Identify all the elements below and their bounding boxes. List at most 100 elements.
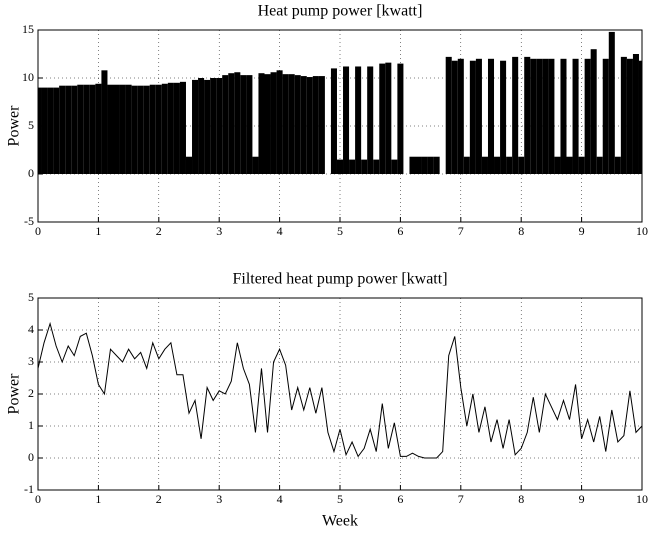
x-tick-label: 2 <box>156 492 162 506</box>
power-bar <box>312 76 319 174</box>
x-tick-label: 1 <box>95 224 101 238</box>
power-bar <box>71 85 78 174</box>
power-bar <box>234 72 241 174</box>
power-bar <box>367 66 374 174</box>
y-tick-label: 5 <box>28 290 34 304</box>
power-bar <box>572 58 579 174</box>
filtered-line <box>37 321 643 459</box>
x-tick-label: 1 <box>95 492 101 506</box>
power-bar <box>204 79 211 174</box>
power-bar <box>288 74 295 174</box>
power-bar <box>155 84 162 174</box>
power-bar <box>457 58 464 174</box>
power-bar <box>500 60 507 174</box>
chart-title: Heat pump power [kwatt] <box>258 3 423 20</box>
power-bar <box>451 60 458 174</box>
power-bar <box>349 159 356 174</box>
x-tick-label: 7 <box>458 224 464 238</box>
power-bar <box>246 75 253 174</box>
power-bar <box>258 73 265 174</box>
power-bar <box>481 156 488 174</box>
power-bar <box>542 58 549 174</box>
power-bar <box>300 76 307 174</box>
power-bar <box>179 81 186 174</box>
power-bar <box>391 159 398 174</box>
power-bar <box>167 82 174 174</box>
power-bar <box>554 156 561 174</box>
y-tick-label: 2 <box>28 386 34 400</box>
x-tick-label: 0 <box>35 224 41 238</box>
power-bar <box>560 58 567 174</box>
power-bar <box>83 84 90 174</box>
power-bar <box>494 156 501 174</box>
power-bar <box>632 54 639 174</box>
power-bar <box>89 84 96 174</box>
power-bar <box>590 49 597 175</box>
power-bar <box>143 85 150 174</box>
power-bar <box>584 58 591 174</box>
power-bar <box>113 84 120 174</box>
power-bar <box>210 78 217 174</box>
x-axis-label: Week <box>322 513 358 530</box>
power-bar <box>596 156 603 174</box>
power-bar <box>119 84 126 174</box>
x-tick-label: 7 <box>458 492 464 506</box>
power-bar <box>185 156 193 174</box>
y-tick-label: -5 <box>24 214 34 228</box>
x-tick-label: 9 <box>579 224 585 238</box>
x-tick-label: 3 <box>216 224 222 238</box>
power-bar <box>427 156 434 174</box>
power-bar <box>614 156 621 174</box>
x-tick-label: 10 <box>636 492 648 506</box>
power-bar <box>638 60 642 174</box>
power-bar <box>198 78 205 174</box>
power-bar <box>222 75 229 174</box>
power-bar <box>306 77 313 174</box>
power-bar <box>421 156 428 174</box>
y-tick-label: -1 <box>24 482 34 496</box>
x-tick-label: 5 <box>337 492 343 506</box>
power-bar <box>173 82 180 174</box>
power-bar <box>53 87 60 174</box>
power-bar <box>59 85 66 174</box>
power-bar <box>626 58 633 174</box>
power-bar <box>518 156 525 174</box>
y-tick-label: 15 <box>22 22 34 36</box>
power-bar <box>361 159 368 174</box>
power-bar <box>487 58 495 174</box>
power-bar <box>161 83 168 174</box>
power-bar <box>463 156 470 174</box>
power-bar <box>270 72 277 174</box>
y-axis-label: Power <box>6 105 23 147</box>
power-bar <box>530 58 537 174</box>
y-tick-label: 0 <box>28 166 34 180</box>
axes-frame <box>37 29 643 223</box>
power-bar <box>282 74 289 174</box>
power-bar <box>506 156 513 174</box>
power-bar <box>524 56 531 174</box>
y-tick-label: 4 <box>28 322 34 336</box>
power-bar <box>475 58 482 174</box>
power-bar <box>578 156 585 174</box>
power-bar <box>107 84 114 174</box>
x-tick-label: 3 <box>216 492 222 506</box>
power-bar <box>77 84 84 174</box>
power-bar <box>38 87 42 174</box>
power-bar <box>433 156 440 174</box>
power-bar <box>620 56 627 174</box>
chart-title: Filtered heat pump power [kwatt] <box>232 271 447 288</box>
power-bar <box>379 63 386 174</box>
power-bar <box>192 79 199 174</box>
power-bar <box>149 84 156 174</box>
power-bar <box>445 56 452 174</box>
x-tick-label: 5 <box>337 224 343 238</box>
y-tick-label: 5 <box>28 118 34 132</box>
x-tick-label: 4 <box>277 492 283 506</box>
power-bar <box>41 87 48 174</box>
power-bar <box>137 85 144 174</box>
x-tick-label: 9 <box>579 492 585 506</box>
power-bar <box>101 70 108 174</box>
power-bar <box>469 60 476 174</box>
power-bar <box>373 159 380 174</box>
